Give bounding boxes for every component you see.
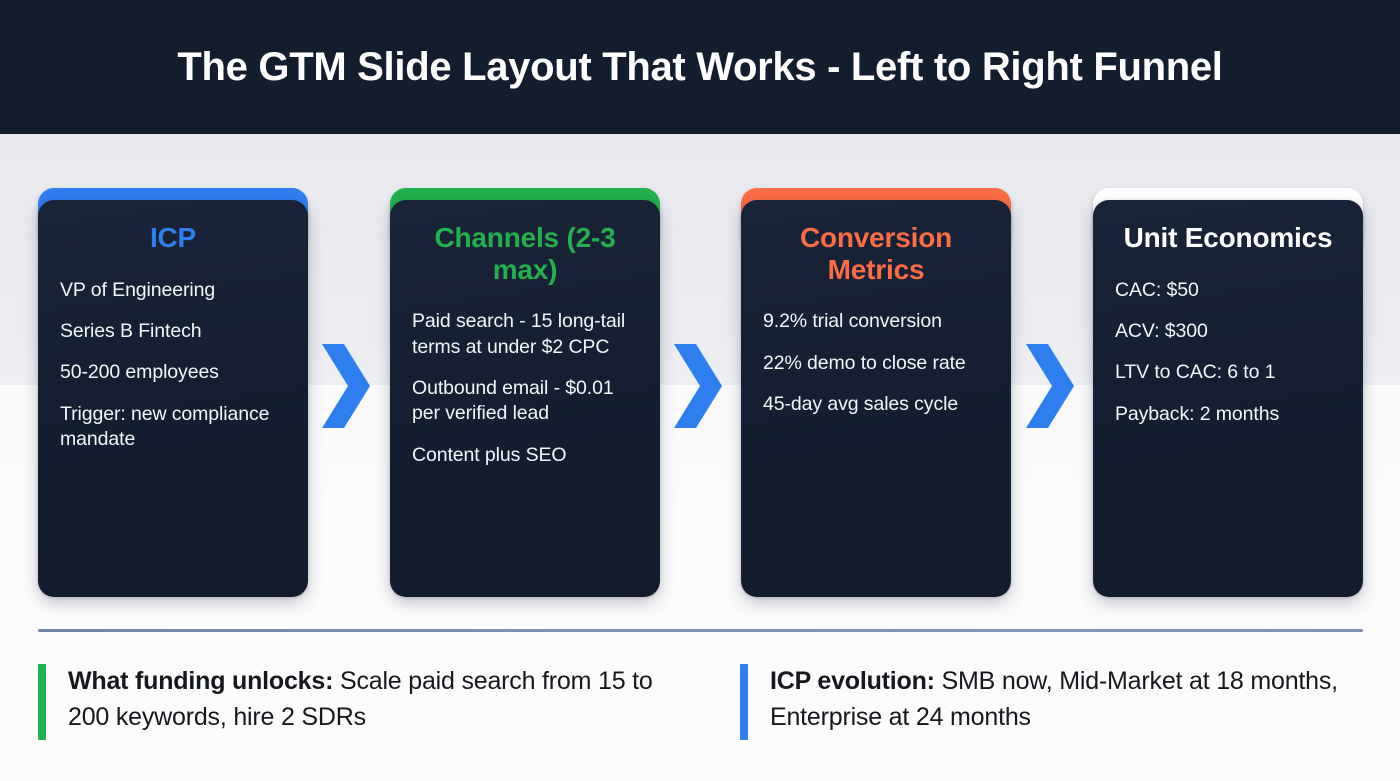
card-items-conversion-metrics: 9.2% trial conversion 22% demo to close … <box>763 309 989 417</box>
chevron-right-icon <box>1022 340 1076 432</box>
card-item: Series B Fintech <box>60 319 202 342</box>
card-item: Outbound email - $0.01 per verified lead <box>412 376 614 425</box>
card-item: LTV to CAC: 6 to 1 <box>1115 361 1276 384</box>
note-body-icp-evolution: SMB now, Mid-Market at 18 months, Enterp… <box>770 667 1338 731</box>
card-item: Content plus SEO <box>412 443 567 466</box>
card-item: Trigger: new compliance mandate <box>60 402 270 450</box>
card-body-conversion-metrics: Conversion Metrics 9.2% trial conversion… <box>741 200 1011 597</box>
note-label-funding: What funding unlocks: <box>68 667 334 695</box>
card-item: 22% demo to close rate <box>763 351 966 374</box>
funnel-cards-row: ICP VP of Engineering Series B Fintech 5… <box>0 188 1400 600</box>
funnel-card-conversion-metrics[interactable]: Conversion Metrics 9.2% trial conversion… <box>741 188 1011 598</box>
card-item: Paid search - 15 long-tail terms at unde… <box>412 310 626 358</box>
card-item: VP of Engineering <box>60 278 216 301</box>
chevron-right-icon <box>318 340 372 432</box>
funnel-card-channels[interactable]: Channels (2-3 max) Paid search - 15 long… <box>390 188 660 598</box>
note-text-funding: What funding unlocks: Scale paid search … <box>68 664 678 735</box>
card-items-unit-economics: CAC: $50 ACV: $300 LTV to CAC: 6 to 1 Pa… <box>1115 278 1341 427</box>
card-title-channels: Channels (2-3 max) <box>434 222 616 285</box>
note-label-icp-evolution: ICP evolution: <box>770 667 935 695</box>
card-item: Payback: 2 months <box>1115 402 1280 425</box>
note-accent-bar-icp-evolution <box>740 664 748 740</box>
page-title: The GTM Slide Layout That Works - Left t… <box>177 44 1223 89</box>
card-item: CAC: $50 <box>1115 278 1199 301</box>
slide-header: The GTM Slide Layout That Works - Left t… <box>0 0 1400 134</box>
card-title-unit-economics: Unit Economics <box>1123 222 1333 253</box>
card-title-icp: ICP <box>149 222 197 253</box>
funnel-card-icp[interactable]: ICP VP of Engineering Series B Fintech 5… <box>38 188 308 598</box>
card-item: 45-day avg sales cycle <box>763 392 959 415</box>
card-body-unit-economics: Unit Economics CAC: $50 ACV: $300 LTV to… <box>1093 200 1363 597</box>
note-body-funding: Scale paid search from 15 to 200 keyword… <box>68 667 653 731</box>
card-title-conversion-metrics: Conversion Metrics <box>799 222 953 285</box>
footer-note-funding: What funding unlocks: Scale paid search … <box>38 664 678 740</box>
chevron-right-icon <box>670 340 724 432</box>
card-body-icp: ICP VP of Engineering Series B Fintech 5… <box>38 200 308 597</box>
funnel-card-unit-economics[interactable]: Unit Economics CAC: $50 ACV: $300 LTV to… <box>1093 188 1363 598</box>
card-item: 9.2% trial conversion <box>763 310 942 333</box>
section-divider <box>38 629 1363 632</box>
card-body-channels: Channels (2-3 max) Paid search - 15 long… <box>390 200 660 597</box>
note-accent-bar-funding <box>38 664 46 740</box>
footer-notes: What funding unlocks: Scale paid search … <box>0 664 1400 764</box>
card-item: ACV: $300 <box>1115 319 1208 342</box>
card-item: 50-200 employees <box>60 361 219 384</box>
note-text-icp-evolution: ICP evolution: SMB now, Mid-Market at 18… <box>770 664 1380 735</box>
card-items-channels: Paid search - 15 long-tail terms at unde… <box>412 309 638 468</box>
card-items-icp: VP of Engineering Series B Fintech 50-20… <box>60 278 286 453</box>
footer-note-icp-evolution: ICP evolution: SMB now, Mid-Market at 18… <box>740 664 1380 740</box>
